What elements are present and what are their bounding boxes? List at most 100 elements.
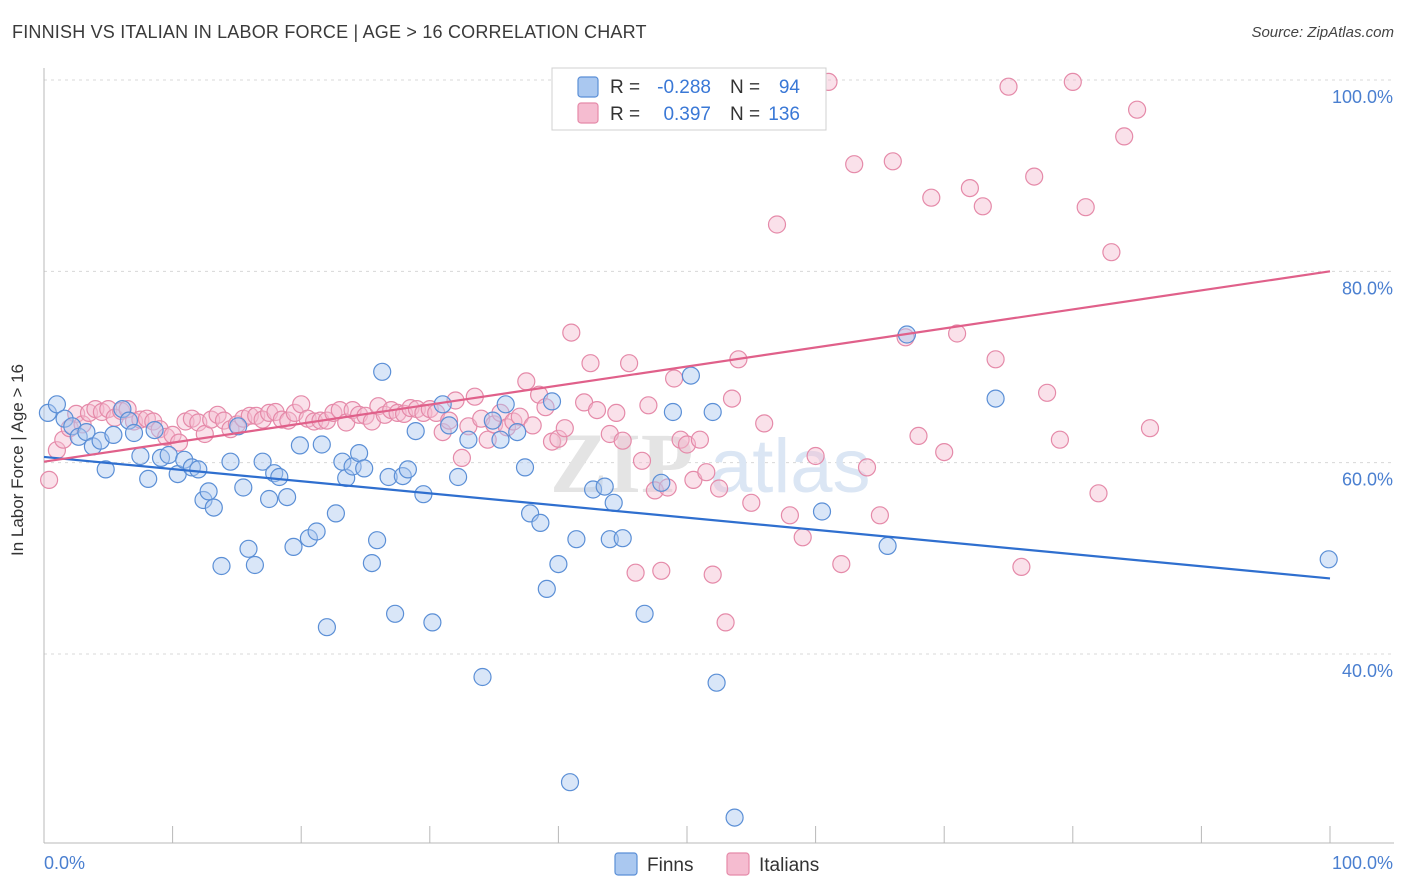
legend-finns-r-label: R = [610, 77, 640, 98]
finns-point [560, 773, 580, 792]
italians-point [709, 479, 729, 498]
legend-finns-n-value: 94 [779, 77, 801, 98]
finns-point [284, 537, 303, 557]
italians-point [626, 563, 645, 582]
finns-point [355, 459, 374, 478]
italians-point [433, 423, 452, 442]
italians-point [832, 554, 851, 574]
italians-point [1050, 430, 1070, 449]
italians-point [581, 354, 600, 373]
finns-point [537, 579, 556, 599]
finns-point [204, 498, 223, 517]
italians-point [1037, 383, 1057, 402]
legend-swatch-italians [577, 102, 599, 124]
finns-point [567, 530, 586, 549]
italians-point [716, 613, 735, 632]
x-axis-ticks [43, 826, 1331, 843]
italians-point [697, 463, 716, 482]
italians-point [947, 324, 967, 343]
trend-lines [43, 270, 1331, 580]
finns-point [483, 411, 502, 430]
bottom-legend-swatch-italians [726, 852, 750, 876]
finns-point [459, 430, 478, 449]
italians-point [767, 215, 787, 234]
series-finns-points [38, 325, 1338, 827]
legend-italians-n-value: 136 [768, 104, 800, 125]
legend-italians-r-value: 0.397 [663, 104, 711, 125]
finns-point [583, 480, 603, 499]
series-italians-points [39, 72, 1160, 632]
finns-point [368, 531, 387, 550]
italians-point [845, 155, 864, 174]
finns-point [270, 467, 289, 487]
chart-title: FINNISH VS ITALIAN IN LABOR FORCE | AGE … [12, 22, 647, 42]
y-tick-label-80: 80.0% [1342, 278, 1393, 298]
italians-point [999, 77, 1018, 96]
finns-point [145, 421, 164, 440]
finns-point [595, 477, 614, 496]
watermark-zip: ZIP [550, 415, 693, 511]
bottom-legend-label-italians: Italians [759, 855, 819, 876]
finns-point [96, 460, 115, 479]
x-tick-label-max: 100.0% [1332, 853, 1393, 873]
finns-point [663, 402, 683, 422]
finns-point [175, 450, 194, 469]
finns-point [124, 423, 144, 443]
finns-point [362, 553, 381, 573]
legend-finns-n-label: N = [730, 77, 760, 98]
italians-point [935, 443, 954, 462]
italians-point [652, 561, 671, 580]
finns-point [379, 467, 398, 487]
finns-point [449, 467, 468, 487]
italians-point [960, 179, 980, 198]
finns-point [199, 482, 218, 501]
italians-point [510, 407, 529, 426]
zipatlas-watermark: ZIP atlas [550, 415, 871, 511]
italians-point [39, 470, 59, 489]
italians-point [909, 426, 928, 445]
finns-point [681, 366, 701, 385]
finns-point [307, 522, 326, 541]
finns-point [253, 452, 272, 471]
finns-point [613, 529, 632, 548]
italians-point [1012, 557, 1031, 577]
bottom-legend-label-finns: Finns [647, 855, 693, 876]
finns-point [386, 604, 405, 623]
italians-point [562, 323, 581, 342]
finns-point [350, 444, 369, 463]
italians-point [1115, 127, 1134, 146]
bottom-legend-swatch-finns [614, 852, 638, 876]
finns-point [549, 554, 568, 574]
italians-point [1076, 198, 1095, 217]
italians-point [632, 451, 652, 470]
finns-point [473, 667, 492, 687]
italians-point [755, 414, 774, 433]
italians-point [607, 403, 626, 422]
finns-point [221, 452, 240, 471]
legend-italians-r-label: R = [610, 104, 640, 125]
italians-point [517, 372, 536, 391]
y-tick-label-60: 60.0% [1342, 470, 1393, 490]
axes [43, 68, 1394, 844]
series-legend: Finns Italians [614, 852, 819, 876]
finns-point [104, 425, 123, 444]
finns-point [312, 435, 331, 454]
finns-point [55, 409, 74, 428]
finns-point [299, 529, 318, 548]
legend-swatch-finns [577, 76, 599, 98]
italians-point [1063, 72, 1082, 92]
finns-point [47, 395, 67, 414]
italians-point [1140, 419, 1160, 438]
italians-point [922, 188, 941, 207]
italians-point [793, 528, 812, 547]
finns-point [194, 490, 213, 510]
finns-point [604, 493, 623, 512]
finns-point [139, 469, 158, 488]
finns-point [113, 400, 132, 419]
finns-point [159, 445, 178, 465]
italians-point [619, 354, 639, 373]
italians-point [523, 416, 542, 435]
y-tick-label-40: 40.0% [1342, 661, 1393, 681]
italians-point [1025, 167, 1044, 186]
